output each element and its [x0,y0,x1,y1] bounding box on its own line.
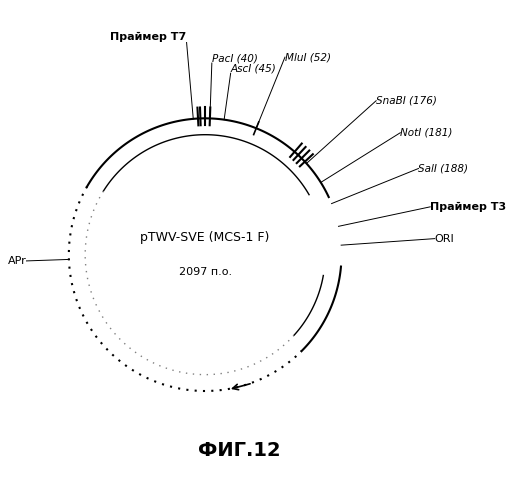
Text: Праймер Т3: Праймер Т3 [430,202,506,212]
Text: PacI (40): PacI (40) [212,53,257,63]
Text: APr: APr [8,256,26,266]
Text: NotI (181): NotI (181) [400,128,453,138]
Text: AscI (45): AscI (45) [231,63,277,73]
Text: ORI: ORI [434,234,455,243]
Text: ФИГ.12: ФИГ.12 [198,441,281,460]
Text: 2097 п.о.: 2097 п.о. [179,266,232,276]
Text: SnaBI (176): SnaBI (176) [376,96,437,106]
Text: Праймер Т7: Праймер Т7 [110,32,187,42]
Text: MluI (52): MluI (52) [285,52,331,62]
Text: SalI (188): SalI (188) [418,164,469,173]
Text: pTWV-SVE (MCS-1 F): pTWV-SVE (MCS-1 F) [140,231,270,244]
